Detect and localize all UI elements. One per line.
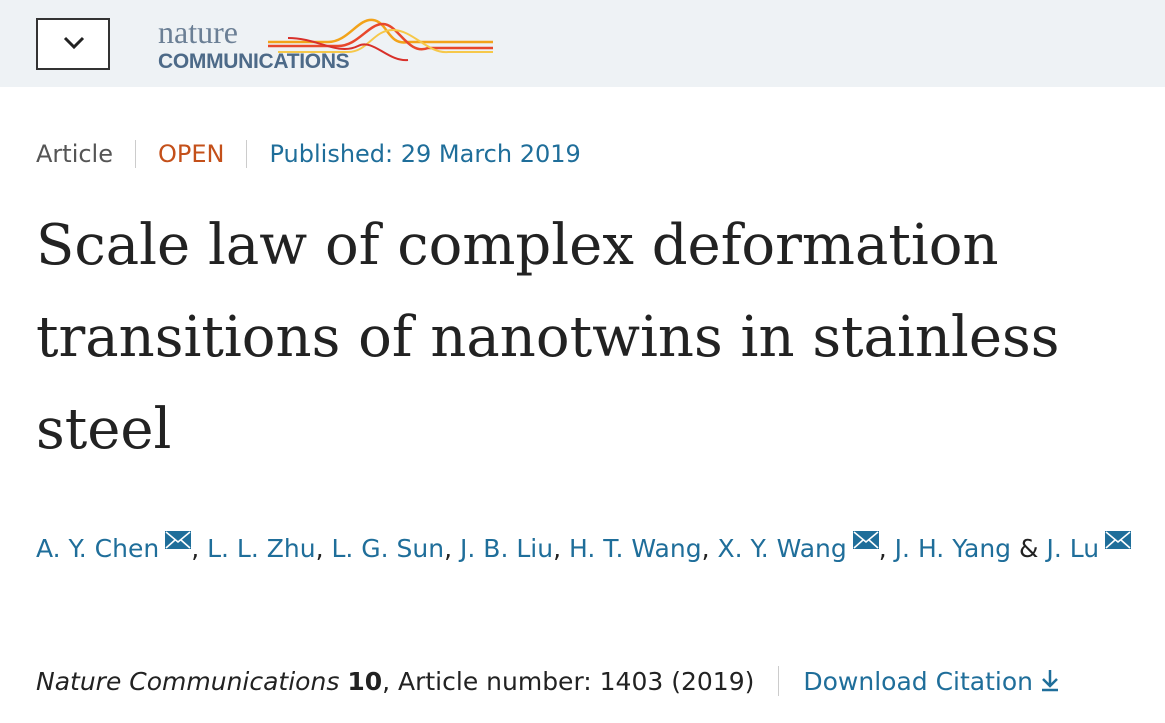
author-name[interactable]: H. T. Wang [568,534,702,563]
article-meta: Article OPEN Published: 29 March 2019 [36,140,581,168]
menu-button[interactable] [36,18,110,70]
download-icon [1042,669,1058,691]
separator: , [191,534,200,563]
email-icon[interactable] [852,531,879,549]
email-flap [1105,531,1131,549]
volume: 10 [347,666,383,696]
author-name[interactable]: J. H. Yang [894,534,1012,563]
email-flap [165,531,191,549]
logo[interactable]: nature COMMUNICATIONS [158,16,498,76]
published-date: Published: 29 March 2019 [269,140,581,168]
author-name[interactable]: A. Y. Chen [36,534,160,563]
citation-details: , Article number: 1403 (2019) [382,666,755,696]
download-label: Download Citation [803,666,1033,696]
separator: & [1019,534,1039,563]
separator: , [553,534,562,563]
author-list: A. Y. Chen, L. L. Zhu, L. G. Sun, J. B. … [36,522,1136,576]
citation: Nature Communications 10, Article number… [36,666,1061,696]
author-name[interactable]: J. B. Liu [460,534,554,563]
email-icon[interactable] [165,531,192,549]
separator: , [315,534,324,563]
author-name[interactable]: L. G. Sun [331,534,445,563]
divider [135,140,136,168]
article-title: Scale law of complex deformation transit… [36,213,1060,462]
logo-top: nature [158,14,238,50]
separator: , [878,534,887,563]
divider [778,666,780,696]
email-icon[interactable] [1105,531,1132,549]
email-box [165,531,192,549]
email-flap [853,531,879,549]
download-citation[interactable]: Download Citation [803,667,1061,696]
author-name[interactable]: X. Y. Wang [717,534,847,563]
author-name[interactable]: J. Lu [1046,534,1100,563]
journal-name: Nature Communications [36,666,340,696]
separator: , [701,534,710,563]
logo-waves [268,18,493,62]
chevron-icon [63,36,85,50]
logo-bottom: COMMUNICATIONS [158,50,350,73]
email-box [1105,531,1132,549]
author-name[interactable]: L. L. Zhu [207,534,316,563]
separator: , [444,534,453,563]
divider [246,140,248,168]
email-box [852,531,879,549]
article-type: Article [36,140,113,168]
access-label: OPEN [158,140,225,168]
header: nature COMMUNICATIONS [0,0,1165,87]
citation-text: Nature Communications 10, Article number… [36,667,754,696]
